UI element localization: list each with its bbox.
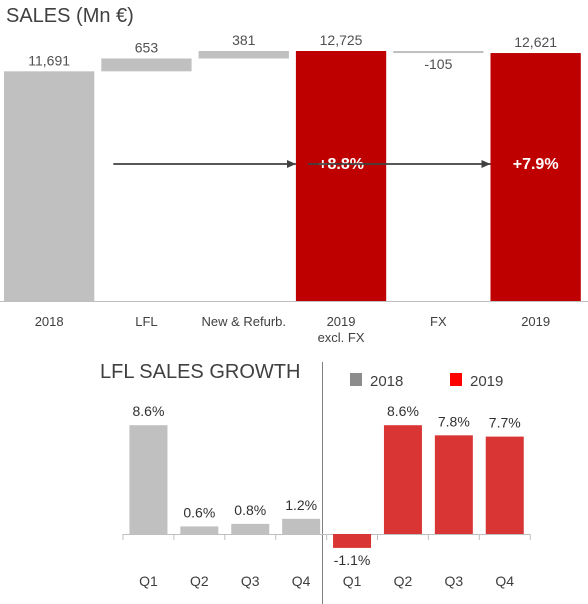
lfl-value-label: 8.6% [387, 403, 419, 419]
waterfall-category-label: 2019 [327, 314, 356, 329]
lfl-value-label: 1.2% [285, 497, 317, 513]
lfl-category-label: Q2 [190, 573, 209, 589]
waterfall-bar [490, 53, 581, 302]
lfl-bar [485, 436, 524, 534]
lfl-growth-chart: 2018 2019 8.6% Q1 0.6% Q2 0.8% Q3 1.2% Q4 -1.1% Q1 8… [122, 362, 531, 604]
waterfall-value-label: 12,725 [320, 32, 363, 48]
waterfall-value-label: 381 [232, 32, 256, 48]
lfl-bar [333, 534, 372, 548]
lfl-bar [129, 425, 168, 534]
waterfall-category-sublabel: excl. FX [318, 330, 365, 345]
growth-arrow-label: +7.9% [513, 156, 559, 173]
lfl-category-label: Q4 [495, 573, 514, 589]
lfl-value-label: 0.6% [183, 504, 215, 520]
legend-swatch [450, 373, 462, 386]
waterfall-bar [4, 71, 95, 302]
lfl-category-label: Q3 [241, 573, 260, 589]
waterfall-value-label: 12,621 [514, 34, 557, 50]
lfl-category-label: Q4 [292, 573, 311, 589]
lfl-bar [383, 425, 422, 534]
lfl-value-label: 0.8% [234, 502, 266, 518]
waterfall-bar [101, 58, 192, 72]
lfl-category-label: Q3 [445, 573, 464, 589]
lfl-value-label: -1.1% [334, 552, 371, 568]
lfl-value-label: 7.8% [438, 413, 470, 429]
waterfall-category-label: 2018 [35, 314, 64, 329]
legend-swatch [350, 373, 362, 386]
lfl-bar [282, 518, 321, 534]
waterfall-title: SALES (Mn €) [6, 5, 134, 27]
waterfall-bar [295, 51, 387, 301]
lfl-category-label: Q1 [343, 573, 362, 589]
waterfall-category-label: LFL [135, 314, 157, 329]
lfl-category-label: Q2 [394, 573, 413, 589]
lfl-category-label: Q1 [139, 573, 158, 589]
waterfall-category-label: FX [430, 314, 447, 329]
lfl-bar [434, 435, 473, 534]
waterfall-chart: 11,691 653 381 12,725 -105 12,621 2018 LFL New &… [0, 32, 588, 345]
lfl-chart-title: LFL SALES GROWTH [100, 361, 300, 383]
waterfall-bar [198, 51, 289, 59]
waterfall-value-label: -105 [424, 56, 452, 72]
waterfall-value-label: 653 [135, 39, 159, 55]
lfl-bar [231, 523, 270, 534]
waterfall-bar [393, 51, 484, 54]
waterfall-category-label: 2019 [521, 314, 550, 329]
legend-label: 2019 [470, 373, 503, 390]
lfl-value-label: 7.7% [489, 415, 521, 431]
legend-label: 2018 [370, 373, 403, 390]
lfl-value-label: 8.6% [132, 403, 164, 419]
waterfall-category-label: New & Refurb. [201, 314, 286, 329]
waterfall-value-label: 11,691 [28, 52, 70, 68]
lfl-bar [180, 526, 219, 534]
